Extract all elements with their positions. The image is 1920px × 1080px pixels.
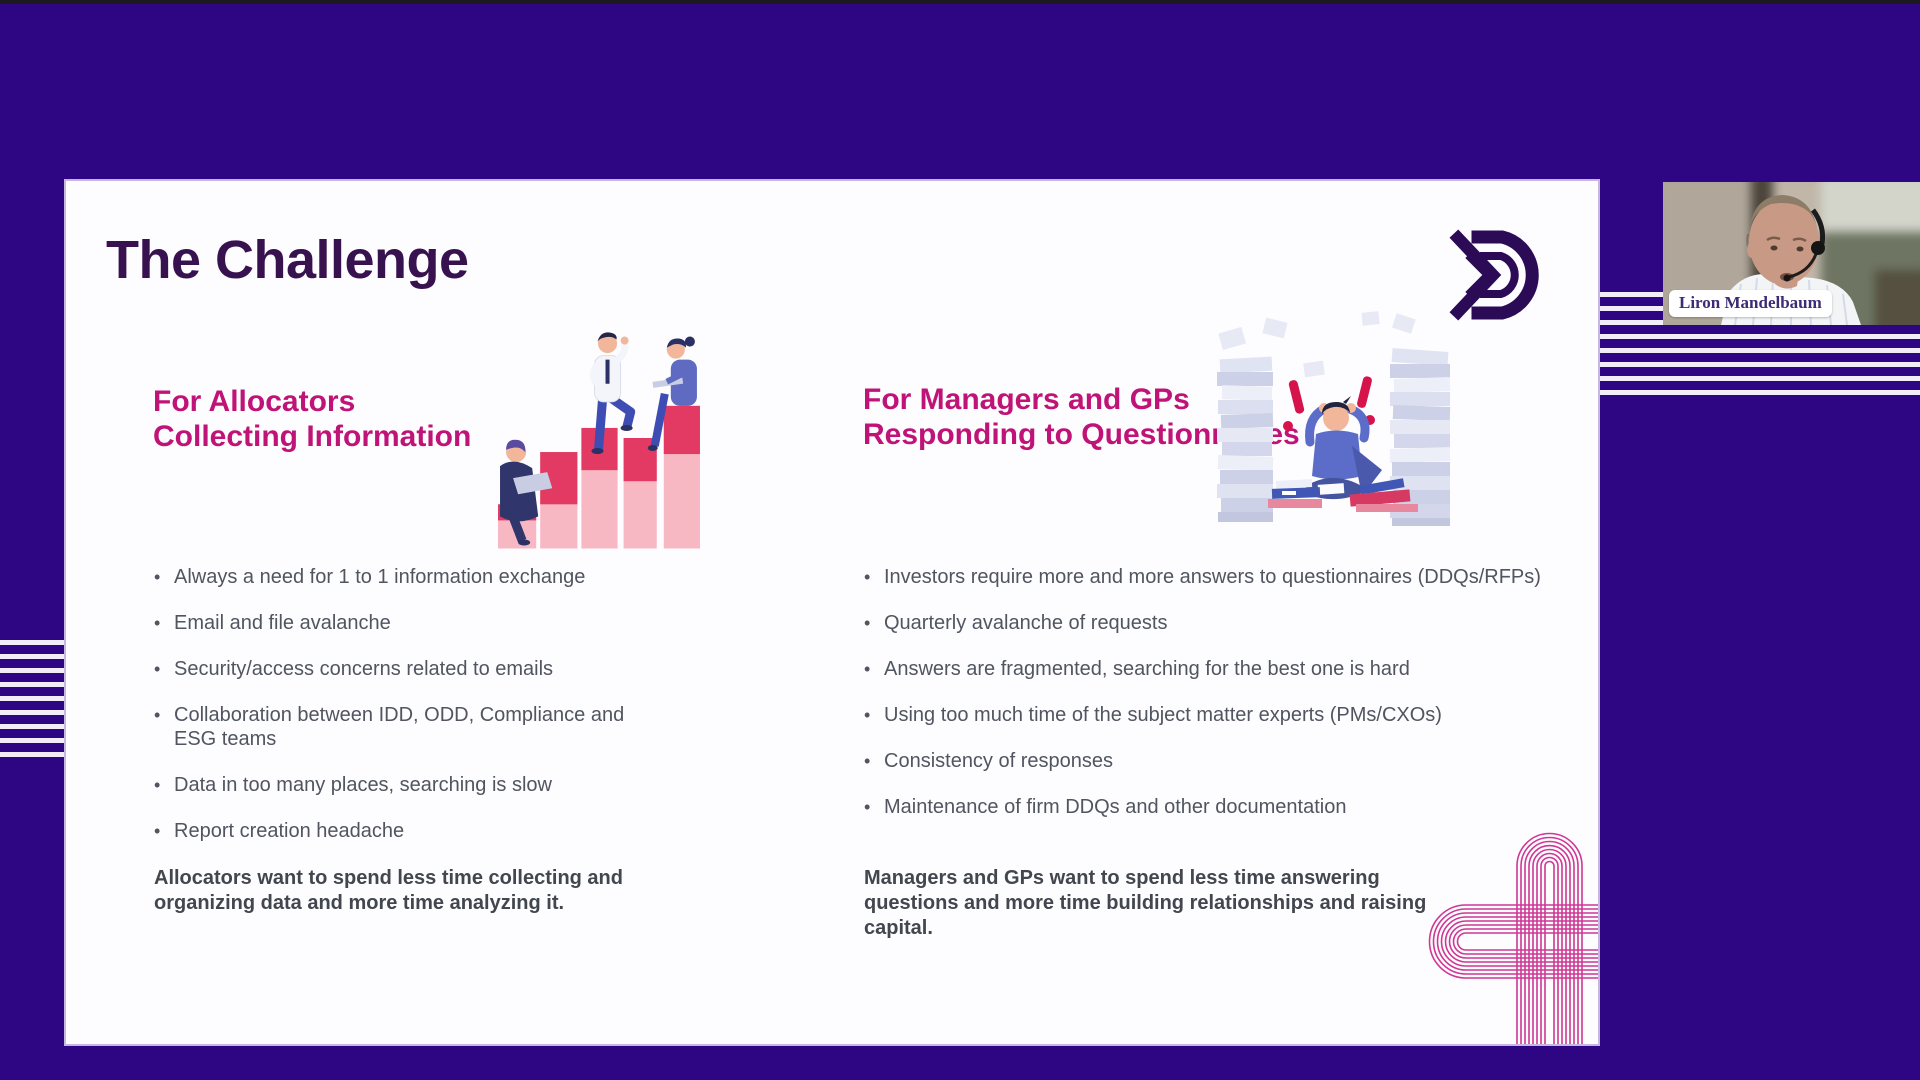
right-bullet-list: Investors require more and more answers … [864,565,1584,841]
right-heading-line1: For Managers and GPs [863,383,1190,416]
bullet-item: Investors require more and more answers … [864,565,1584,589]
bullet-item: Consistency of responses [864,749,1584,773]
top-letterbox-strip [0,0,1920,4]
participant-video-tile[interactable]: Liron Mandelbaum [1663,182,1920,325]
left-stripe-decoration [0,631,64,757]
bullet-item: Maintenance of firm DDQs and other docum… [864,795,1584,819]
participant-name-label: Liron Mandelbaum [1669,290,1832,317]
company-logo-icon [1449,229,1539,321]
bullet-item: Using too much time of the subject matte… [864,703,1584,727]
presentation-slide: The Challenge For Allocators Collecting … [64,179,1600,1046]
bar-chart-climb-illustration [498,332,700,549]
slide-title: The Challenge [106,230,469,290]
bullet-item: Answers are fragmented, searching for th… [864,657,1584,681]
bullet-item: Quarterly avalanche of requests [864,611,1584,635]
right-summary-text: Managers and GPs want to spend less time… [864,867,1427,939]
left-summary-text: Allocators want to spend less time colle… [154,867,623,914]
bullet-item: Collaboration between IDD, ODD, Complian… [154,703,654,751]
left-bullet-list: Always a need for 1 to 1 information exc… [154,565,654,865]
left-heading-line2: Collecting Information [153,420,472,453]
bullet-item: Security/access concerns related to emai… [154,657,654,681]
bullet-item: Always a need for 1 to 1 information exc… [154,565,654,589]
bullet-item: Email and file avalanche [154,611,654,635]
pink-loops-decoration [1428,832,1598,1044]
left-column-heading: For Allocators Collecting Information [153,384,471,454]
stressed-manager-illustration [1217,311,1451,526]
left-heading-line1: For Allocators [153,385,356,418]
bullet-item: Report creation headache [154,819,654,843]
bullet-item: Data in too many places, searching is sl… [154,773,654,797]
